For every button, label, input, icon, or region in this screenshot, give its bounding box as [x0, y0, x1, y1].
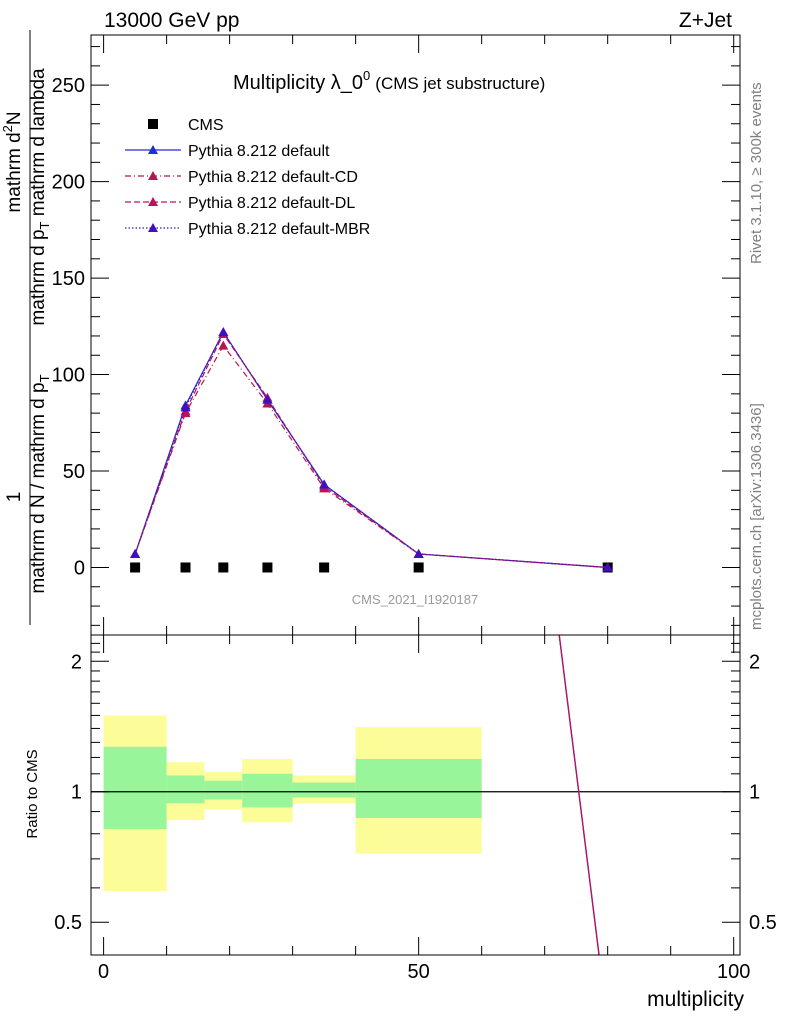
ylabel-denominator-text: mathrm d p — [28, 229, 49, 325]
cms-data-point — [130, 562, 141, 573]
ylabel-denominator: mathrm d pT mathrm d lambda — [28, 68, 52, 326]
ylabel-prefactor-den-sub: T — [37, 374, 52, 382]
legend-item: CMS — [148, 117, 224, 134]
series-line — [134, 332, 608, 569]
ratio-frame — [90, 634, 741, 956]
mc-data-point — [180, 402, 191, 412]
cms-data-point — [413, 562, 424, 573]
cms-data-point — [319, 562, 330, 573]
rivet-version-label: Rivet 3.1.10, ≥ 300k events — [748, 82, 765, 264]
x-tick-label: 100 — [717, 961, 750, 983]
legend-marker-triangle — [148, 145, 158, 154]
x-axis: 0 50 100 — [98, 635, 750, 983]
ylabel-numerator-text: mathrm d — [4, 132, 25, 212]
main-y-tick-label: 100 — [52, 365, 85, 387]
ratio-panel: 0.5 0.5 1 1 2 2 0 50 100 Ratio to CMS multiplic… — [24, 634, 777, 1011]
ylabel-prefactor-den-text: mathrm d N / mathrm d p — [28, 382, 49, 593]
legend-item: Pythia 8.212 default — [125, 143, 330, 160]
mc-data-point — [262, 394, 273, 404]
main-y-tick-label: 200 — [52, 172, 85, 194]
legend-item: Pythia 8.212 default-CD — [125, 169, 358, 186]
legend: CMS Pythia 8.212 default Pythia 8.212 defa… — [125, 117, 370, 238]
uncertainty-band-inner — [242, 773, 293, 808]
ylabel-numerator-sup: 2 — [0, 125, 15, 132]
main-y-tick-label: 150 — [52, 268, 85, 290]
uncertainty-band-inner — [166, 775, 205, 804]
ratio-y-tick-label-right: 2 — [749, 651, 760, 673]
mc-data-point — [319, 479, 330, 489]
series-pythia-8-212-default — [130, 327, 613, 572]
series-pythia-8-212-default-mbr — [130, 327, 613, 572]
mc-data-point — [413, 548, 424, 558]
legend-item: Pythia 8.212 default-DL — [125, 195, 355, 212]
legend-marker-triangle — [148, 171, 158, 180]
uncertainty-band-inner — [355, 759, 482, 818]
cms-data-point — [180, 562, 191, 573]
ratio-plot-area — [91, 635, 740, 955]
main-x-ticks — [103, 35, 735, 635]
series-cms — [130, 562, 613, 573]
title-superscript: 0 — [363, 68, 370, 83]
ratio-series-line — [558, 635, 600, 955]
main-y-tick-label: 0 — [74, 557, 85, 579]
x-axis-label: multiplicity — [647, 988, 744, 1011]
main-y-tick-label: 250 — [52, 75, 85, 97]
main-plot-area — [130, 327, 613, 573]
uncertainty-band-inner — [204, 780, 243, 800]
ylabel-numerator: mathrm d2N — [0, 111, 25, 212]
legend-item: Pythia 8.212 default-MBR — [125, 221, 370, 238]
watermark-analysis-id: CMS_2021_I1920187 — [352, 592, 479, 607]
mc-data-point — [218, 340, 229, 350]
legend-label: Pythia 8.212 default — [188, 143, 330, 160]
uncertainty-band-inner — [103, 746, 167, 830]
title-main-text: Multiplicity λ_0 — [233, 72, 363, 94]
main-y-tick-label: 50 — [63, 461, 85, 483]
series-pythia-8-212-default-dl — [130, 329, 613, 572]
mcplots-label: mcplots.cern.ch [arXiv:1306.3436] — [748, 403, 765, 630]
cms-data-point — [218, 562, 229, 573]
x-tick-label: 0 — [98, 961, 109, 983]
ylabel-prefactor-numerator: 1 — [4, 492, 25, 503]
legend-label: Pythia 8.212 default-MBR — [188, 221, 370, 238]
legend-marker-triangle — [148, 197, 158, 206]
ratio-y-tick-label: 2 — [71, 651, 82, 673]
uncertainty-band-inner — [292, 782, 356, 798]
legend-label: Pythia 8.212 default-DL — [188, 195, 355, 212]
ratio-y-tick-label: 0.5 — [54, 912, 82, 934]
legend-label: CMS — [188, 117, 224, 134]
ratio-y-axis: 0.5 0.5 1 1 2 2 — [54, 642, 777, 934]
ylabel-prefactor-denominator: mathrm d N / mathrm d pT — [28, 374, 52, 593]
main-title: Multiplicity λ_00 (CMS jet substructure) — [233, 68, 545, 94]
ratio-y-tick-label-right: 0.5 — [749, 912, 777, 934]
ratio-y-tick-label-right: 1 — [749, 782, 760, 804]
cms-data-point — [262, 562, 273, 573]
series-line — [134, 344, 608, 569]
mc-data-point — [602, 562, 613, 572]
legend-marker-triangle — [148, 223, 158, 232]
mc-data-point — [218, 327, 229, 337]
header-energy-label: 13000 GeV pp — [104, 9, 239, 32]
title-suffix: (CMS jet substructure) — [375, 74, 545, 93]
series-line — [134, 330, 608, 569]
x-tick-label: 50 — [408, 961, 430, 983]
legend-marker-square — [148, 119, 158, 129]
ratio-y-tick-label: 1 — [71, 782, 82, 804]
header-process-label: Z+Jet — [679, 9, 732, 32]
legend-label: Pythia 8.212 default-CD — [188, 169, 358, 186]
main-y-axis: 0 50 100 150 200 250 — [52, 46, 740, 626]
ylabel-numerator-n: N — [4, 111, 25, 125]
main-y-axis-label: 1 mathrm d N / mathrm d pT mathrm d2N ma… — [0, 30, 52, 625]
ylabel-denominator-sub: T — [37, 221, 52, 229]
ylabel-denominator-rest: mathrm d lambda — [28, 68, 49, 222]
ratio-y-axis-label: Ratio to CMS — [24, 749, 41, 838]
mc-data-point — [130, 548, 141, 558]
